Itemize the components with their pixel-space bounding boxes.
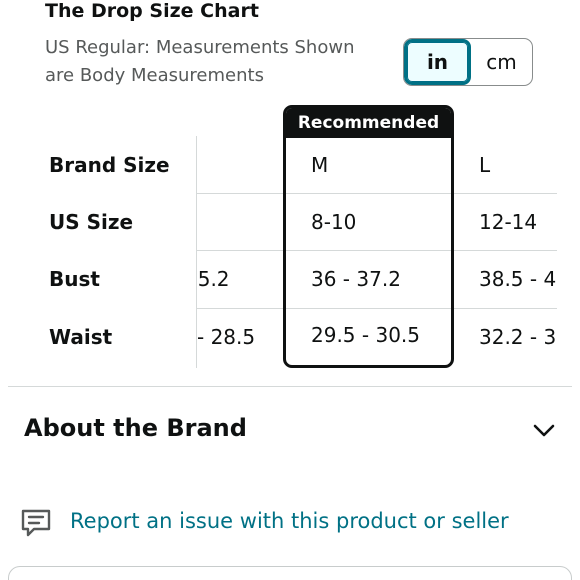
report-icon xyxy=(21,509,51,537)
report-issue-label: Report an issue with this product or sel… xyxy=(70,509,509,533)
cell-bust: 36 - 37.2 xyxy=(311,267,401,291)
row-label-brand-size: Brand Size xyxy=(49,153,170,177)
section-divider xyxy=(8,386,572,387)
row-label-waist: Waist xyxy=(49,325,113,349)
size-columns-scroll[interactable]: 35.2 - 28.5 M 8-10 36 - 37.2 29.5 - 30.5… xyxy=(197,136,557,368)
cell-us-size: 12-14 xyxy=(479,210,538,234)
chevron-down-icon xyxy=(533,424,555,437)
cell-waist: - 28.5 xyxy=(197,325,256,349)
cell-waist: 29.5 - 30.5 xyxy=(311,323,420,347)
cell-bust: 38.5 - 4 xyxy=(479,267,557,291)
row-divider xyxy=(197,308,557,309)
recommended-badge: Recommended xyxy=(286,108,451,138)
size-chart-subtitle: US Regular: Measurements Shown are Body … xyxy=(45,37,355,86)
next-section-card xyxy=(8,566,572,580)
unit-cm-button[interactable]: cm xyxy=(486,50,517,74)
cell-brand-size: L xyxy=(479,153,491,177)
about-brand-title: About the Brand xyxy=(24,414,247,442)
cell-us-size: 8-10 xyxy=(311,210,357,234)
row-divider xyxy=(197,193,557,194)
cell-waist: 32.2 - 3 xyxy=(479,325,557,349)
row-divider xyxy=(197,250,557,251)
unit-toggle: in cm xyxy=(403,38,533,86)
report-issue-link[interactable]: Report an issue with this product or sel… xyxy=(20,505,540,541)
cell-brand-size: M xyxy=(311,153,329,177)
cell-bust: 35.2 xyxy=(197,267,230,291)
column-divider xyxy=(196,136,197,368)
about-brand-expander[interactable]: About the Brand xyxy=(0,400,580,462)
size-table: Brand Size US Size Bust Waist 35.2 - 28.… xyxy=(0,136,580,368)
size-chart-title: The Drop Size Chart xyxy=(45,0,259,22)
unit-in-button[interactable]: in xyxy=(404,39,471,85)
row-label-us-size: US Size xyxy=(49,210,134,234)
row-label-bust: Bust xyxy=(49,267,100,291)
